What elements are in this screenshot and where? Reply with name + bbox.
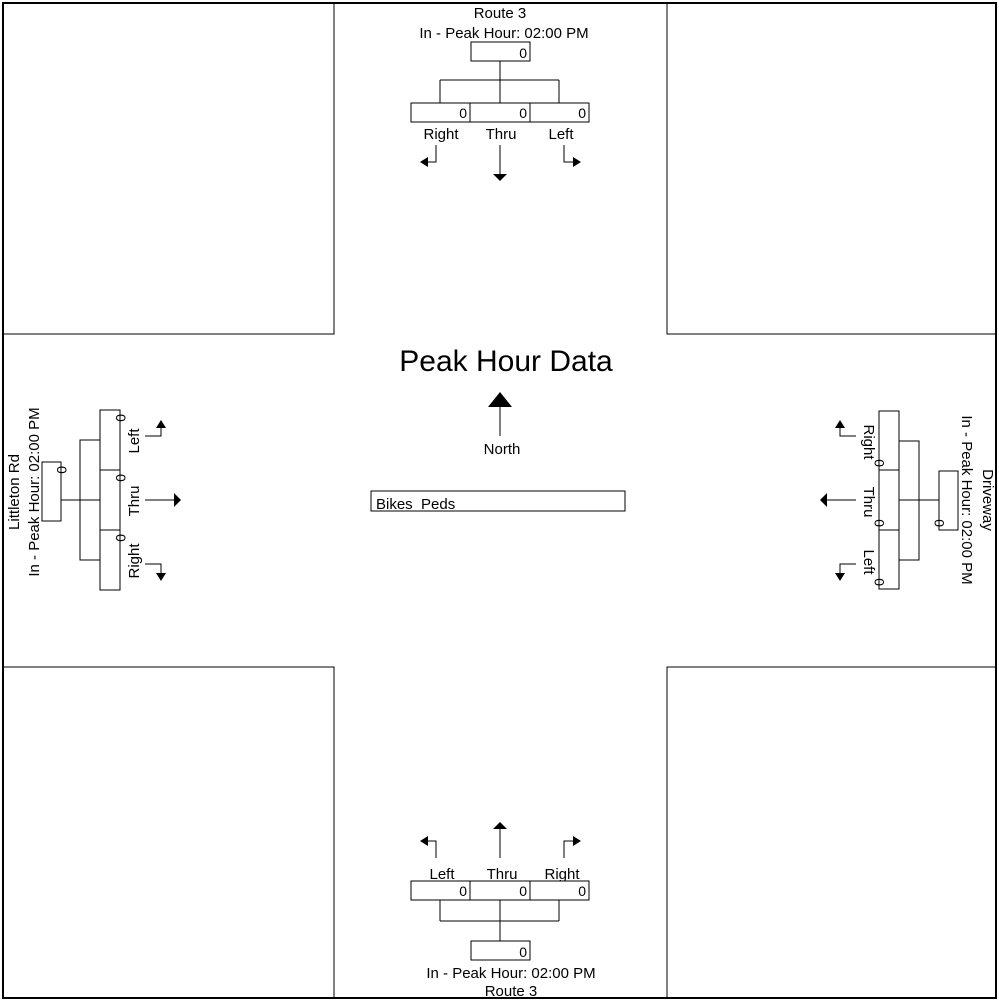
east-left-arrow xyxy=(839,563,856,573)
east-total: 0 xyxy=(931,519,947,527)
west-left-arrow xyxy=(145,428,162,437)
west-peak-hour: In - Peak Hour: 02:00 PM xyxy=(26,407,43,576)
north-right-label: Right xyxy=(423,126,459,143)
south-left-arrow xyxy=(428,840,437,858)
north-right-value: 0 xyxy=(459,105,467,121)
north-thru-value: 0 xyxy=(519,105,527,121)
east-thru-value: 0 xyxy=(871,519,887,527)
west-left-value: 0 xyxy=(113,414,129,422)
south-street-name: Route 3 xyxy=(485,983,538,1000)
south-approach: Left Thru Right 0 0 0 0 In - Peak Hour: … xyxy=(410,822,596,1000)
north-peak-hour: In - Peak Hour: 02:00 PM xyxy=(419,25,588,42)
south-peak-hour: In - Peak Hour: 02:00 PM xyxy=(426,965,595,982)
east-left-label: Left xyxy=(860,549,877,575)
north-approach: Route 3 In - Peak Hour: 02:00 PM 0 0 0 0… xyxy=(410,5,590,181)
north-left-value: 0 xyxy=(578,105,586,121)
west-thru-value: 0 xyxy=(113,474,129,482)
diagram-title: Peak Hour Data xyxy=(399,345,613,378)
north-arrow xyxy=(488,392,512,436)
south-right-label: Right xyxy=(544,866,580,883)
bikes-peds-label: Bikes Peds xyxy=(376,496,455,513)
east-peak-hour: In - Peak Hour: 02:00 PM xyxy=(958,415,975,584)
west-right-arrow xyxy=(145,563,162,573)
north-label: North xyxy=(484,441,521,458)
south-left-value: 0 xyxy=(459,883,467,899)
west-left-label: Left xyxy=(126,428,143,454)
east-right-label: Right xyxy=(860,424,877,460)
east-right-value: 0 xyxy=(871,459,887,467)
east-street-name: Driveway xyxy=(979,469,996,531)
east-left-value: 0 xyxy=(871,578,887,586)
north-right-arrow xyxy=(428,145,437,163)
south-thru-value: 0 xyxy=(519,883,527,899)
west-right-value: 0 xyxy=(113,534,129,542)
west-thru-label: Thru xyxy=(126,486,143,517)
corner-block-se xyxy=(666,666,997,999)
north-thru-label: Thru xyxy=(486,126,517,143)
south-total: 0 xyxy=(519,944,527,960)
corner-block-ne xyxy=(666,2,997,335)
east-approach: Right Thru Left 0 0 0 0 Driveway In - Pe… xyxy=(820,410,996,590)
north-total: 0 xyxy=(519,45,527,61)
south-right-value: 0 xyxy=(578,883,586,899)
corner-block-nw xyxy=(2,2,335,335)
south-right-arrow xyxy=(563,840,573,858)
corner-block-sw xyxy=(2,666,335,999)
north-street-name: Route 3 xyxy=(474,5,527,22)
west-street-name: Littleton Rd xyxy=(6,454,23,530)
east-thru-label: Thru xyxy=(860,487,877,518)
west-total: 0 xyxy=(54,466,70,474)
north-left-label: Left xyxy=(548,126,574,143)
north-left-arrow xyxy=(563,145,573,163)
south-thru-label: Thru xyxy=(487,866,518,883)
west-right-label: Right xyxy=(126,543,143,579)
east-right-arrow xyxy=(839,428,856,437)
south-left-label: Left xyxy=(429,866,455,883)
bikes-peds-box xyxy=(370,490,626,512)
west-approach: 0 0 0 0 Littleton Rd In - Peak Hour: 02:… xyxy=(6,407,181,591)
